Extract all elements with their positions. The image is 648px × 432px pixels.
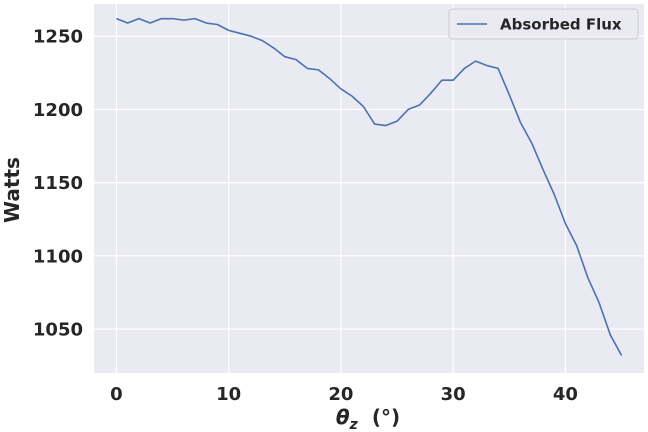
x-tick-label: 0 (110, 384, 123, 405)
x-tick-label: 20 (328, 384, 353, 405)
x-axis-label-symbol: θ (336, 405, 350, 429)
x-tick-label: 30 (441, 384, 466, 405)
y-tick-label: 1050 (33, 320, 83, 341)
y-tick-label: 1150 (33, 173, 83, 194)
legend: Absorbed Flux (448, 8, 639, 40)
legend-label: Absorbed Flux (500, 16, 622, 34)
x-axis-label-subscript: z (349, 417, 359, 432)
y-axis-label: Watts (0, 157, 24, 223)
x-axis-ticks: 0 10 20 30 40 (110, 384, 578, 405)
plot-area (94, 4, 644, 373)
y-tick-label: 1250 (33, 27, 83, 48)
y-axis-ticks: 1050 1100 1150 1200 1250 (33, 27, 83, 341)
legend-frame (448, 8, 639, 40)
x-tick-label: 40 (553, 384, 578, 405)
y-tick-label: 1200 (33, 100, 83, 121)
x-axis-label-unit: (°) (372, 405, 400, 429)
x-tick-label: 10 (216, 384, 241, 405)
series-layer (116, 17, 623, 356)
y-tick-label: 1100 (33, 246, 83, 267)
series-line-absorbed-flux (116, 17, 623, 356)
x-axis-label: θz (°) (336, 405, 400, 432)
